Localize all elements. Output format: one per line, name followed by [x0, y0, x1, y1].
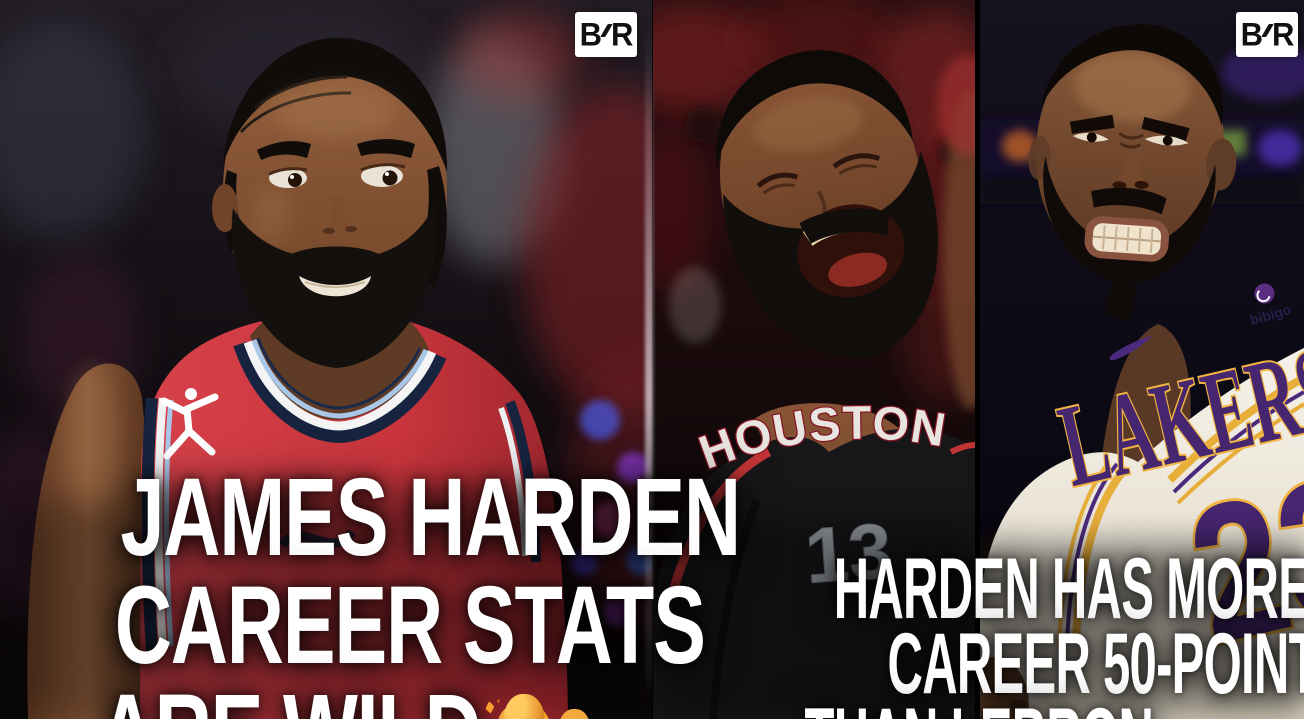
br-logo-letter-r: R — [611, 16, 633, 53]
photo-panel-lebron: bibigo LAKERS 23 — [980, 0, 1304, 719]
exploding-head-emoji — [493, 694, 554, 719]
nike-swoosh-icon — [1109, 336, 1152, 361]
harden-smiling-head — [212, 37, 448, 368]
harden-smiling-figure — [0, 37, 652, 719]
harden-screaming-head — [716, 50, 938, 358]
headline-line: CAREER STATS — [114, 564, 706, 687]
photo-seam-divider — [645, 0, 653, 719]
lebron-illustration: bibigo LAKERS 23 — [980, 0, 1304, 719]
lebron-head — [1028, 24, 1237, 322]
lebron-beard — [1043, 156, 1216, 284]
bleacher-report-logo: B R — [1236, 12, 1298, 57]
photo-panel-harden-screaming: HOUSTON 13 — [653, 0, 975, 719]
harden-screaming-figure: HOUSTON 13 — [653, 50, 975, 719]
headline-line: JAMES HARDEN — [120, 456, 741, 579]
bleacher-report-logo: B R — [575, 12, 637, 57]
headline-line: ARE WILD — [0, 679, 652, 719]
br-logo-letter-b: B — [1240, 16, 1263, 53]
jumpman-icon — [160, 388, 219, 460]
headline-line: THAN LEBRON — [654, 696, 1304, 719]
headline-right: HARDEN HAS MORE CAREER 50-POINT GAMES TH… — [654, 541, 1304, 719]
harden-smiling-illustration — [0, 0, 652, 719]
harden-screaming-illustration: HOUSTON 13 — [653, 0, 975, 719]
gritted-teeth-mouth — [1084, 216, 1170, 262]
headline-line: HARDEN HAS MORE — [833, 541, 1304, 637]
photo-panel-harden-smiling — [0, 0, 652, 719]
br-logo-letter-b: B — [579, 16, 602, 53]
headline-line: CAREER 50-POINT GAMES — [887, 616, 1304, 712]
br-logo-letter-r: R — [1272, 16, 1294, 53]
lebron-figure: bibigo LAKERS 23 — [980, 24, 1304, 719]
headline-left: JAMES HARDEN CAREER STATS ARE WILD — [0, 456, 741, 719]
